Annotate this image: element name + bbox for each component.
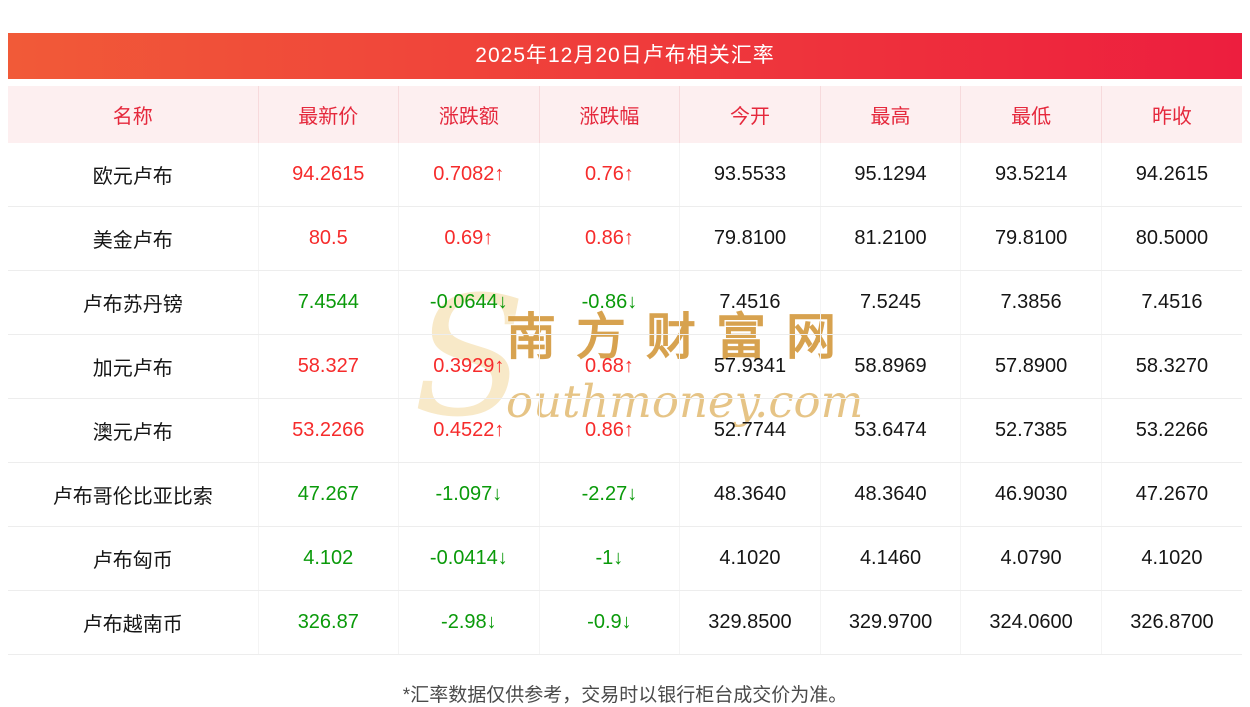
latest-price: 326.87 (258, 590, 400, 655)
rate-row: 卢布越南币 326.87 -2.98↓ -0.9↓ 329.8500 329.9700 32… (8, 590, 1242, 655)
low-price: 57.8900 (960, 334, 1102, 399)
prev-close-price: 326.8700 (1101, 590, 1242, 655)
column-header: 涨跌额 (398, 86, 540, 143)
open-price: 48.3640 (679, 462, 821, 527)
high-price: 53.6474 (820, 398, 962, 463)
change-percent: 0.86↑ (539, 398, 681, 463)
change-percent: -1↓ (539, 526, 681, 591)
currency-pair-name: 卢布苏丹镑 (8, 270, 259, 335)
rate-row: 澳元卢布 53.2266 0.4522↑ 0.86↑ 52.7744 53.6474 52.… (8, 398, 1242, 463)
prev-close-price: 58.3270 (1101, 334, 1242, 399)
latest-price: 4.102 (258, 526, 400, 591)
currency-pair-name: 美金卢布 (8, 206, 259, 271)
change-percent: 0.68↑ (539, 334, 681, 399)
column-header: 涨跌幅 (539, 86, 681, 143)
prev-close-price: 7.4516 (1101, 270, 1242, 335)
currency-pair-name: 卢布哥伦比亚比索 (8, 462, 259, 527)
open-price: 57.9341 (679, 334, 821, 399)
open-price: 329.8500 (679, 590, 821, 655)
low-price: 4.0790 (960, 526, 1102, 591)
open-price: 93.5533 (679, 143, 821, 207)
rate-row: 卢布哥伦比亚比索 47.267 -1.097↓ -2.27↓ 48.3640 48.364… (8, 462, 1242, 527)
change-percent: 0.76↑ (539, 143, 681, 207)
exchange-rate-page: 2025年12月20日卢布相关汇率 S 南方财富网 outhmoney.com … (8, 0, 1242, 707)
change-amount: 0.4522↑ (398, 398, 540, 463)
low-price: 52.7385 (960, 398, 1102, 463)
disclaimer-text: *汇率数据仅供参考，交易时以银行柜台成交价为准。 (402, 685, 848, 706)
rate-row: 美金卢布 80.5 0.69↑ 0.86↑ 79.8100 81.2100 79.8100 8… (8, 206, 1242, 271)
currency-pair-name: 欧元卢布 (8, 143, 259, 207)
open-price: 7.4516 (679, 270, 821, 335)
prev-close-price: 80.5000 (1101, 206, 1242, 271)
change-amount: -1.097↓ (398, 462, 540, 527)
high-price: 7.5245 (820, 270, 962, 335)
low-price: 79.8100 (960, 206, 1102, 271)
prev-close-price: 47.2670 (1101, 462, 1242, 527)
change-amount: -0.0414↓ (398, 526, 540, 591)
currency-pair-name: 加元卢布 (8, 334, 259, 399)
change-amount: -0.0644↓ (398, 270, 540, 335)
change-amount: -2.98↓ (398, 590, 540, 655)
rate-row: 欧元卢布 94.2615 0.7082↑ 0.76↑ 93.5533 95.1294 93.… (8, 143, 1242, 207)
page-title: 2025年12月20日卢布相关汇率 (8, 33, 1242, 79)
column-header: 昨收 (1101, 86, 1242, 143)
currency-pair-name: 澳元卢布 (8, 398, 259, 463)
low-price: 324.0600 (960, 590, 1102, 655)
latest-price: 58.327 (258, 334, 400, 399)
change-percent: -0.9↓ (539, 590, 681, 655)
column-header: 最低 (960, 86, 1102, 143)
change-amount: 0.69↑ (398, 206, 540, 271)
low-price: 93.5214 (960, 143, 1102, 207)
high-price: 48.3640 (820, 462, 962, 527)
currency-pair-name: 卢布匈币 (8, 526, 259, 591)
latest-price: 94.2615 (258, 143, 400, 207)
latest-price: 80.5 (258, 206, 400, 271)
change-amount: 0.7082↑ (398, 143, 540, 207)
change-percent: 0.86↑ (539, 206, 681, 271)
exchange-rate-table: 名称 最新价 涨跌额 涨跌幅 今开 最高 最低 昨收 欧元卢布 94.2615 0.7082↑ 0.… (8, 86, 1242, 655)
latest-price: 53.2266 (258, 398, 400, 463)
currency-pair-name: 卢布越南币 (8, 590, 259, 655)
column-header: 最新价 (258, 86, 400, 143)
rate-row: 卢布匈币 4.102 -0.0414↓ -1↓ 4.1020 4.1460 4.0790 4.… (8, 526, 1242, 591)
latest-price: 47.267 (258, 462, 400, 527)
open-price: 52.7744 (679, 398, 821, 463)
change-percent: -0.86↓ (539, 270, 681, 335)
high-price: 4.1460 (820, 526, 962, 591)
low-price: 46.9030 (960, 462, 1102, 527)
high-price: 329.9700 (820, 590, 962, 655)
column-header: 最高 (820, 86, 962, 143)
open-price: 79.8100 (679, 206, 821, 271)
title-table-gap (8, 79, 1242, 86)
prev-close-price: 53.2266 (1101, 398, 1242, 463)
rate-row: 卢布苏丹镑 7.4544 -0.0644↓ -0.86↓ 7.4516 7.5245 7.3… (8, 270, 1242, 335)
rate-row: 加元卢布 58.327 0.3929↑ 0.68↑ 57.9341 58.8969 57.8… (8, 334, 1242, 399)
column-header: 今开 (679, 86, 821, 143)
change-amount: 0.3929↑ (398, 334, 540, 399)
high-price: 81.2100 (820, 206, 962, 271)
prev-close-price: 4.1020 (1101, 526, 1242, 591)
change-percent: -2.27↓ (539, 462, 681, 527)
latest-price: 7.4544 (258, 270, 400, 335)
prev-close-price: 94.2615 (1101, 143, 1242, 207)
low-price: 7.3856 (960, 270, 1102, 335)
high-price: 95.1294 (820, 143, 962, 207)
table-header-row: 名称 最新价 涨跌额 涨跌幅 今开 最高 最低 昨收 (8, 86, 1242, 143)
column-header: 名称 (8, 86, 259, 143)
high-price: 58.8969 (820, 334, 962, 399)
open-price: 4.1020 (679, 526, 821, 591)
